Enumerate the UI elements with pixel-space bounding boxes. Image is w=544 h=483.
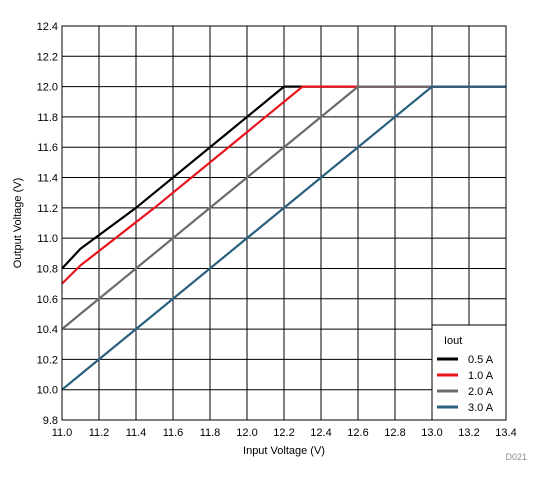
x-tick-label: 12.4	[310, 427, 331, 439]
x-tick-label: 13.0	[421, 427, 442, 439]
y-tick-label: 10.8	[37, 263, 58, 275]
series-line-3	[61, 85, 506, 391]
legend: Iout 0.5 A 1.0 A 2.0 A 3.0 A	[431, 324, 507, 421]
series-lines	[61, 85, 506, 391]
x-axis-title: Input Voltage (V)	[243, 445, 325, 457]
series-line-1	[61, 85, 506, 285]
legend-label-1: 1.0 A	[468, 370, 494, 382]
y-tick-label: 12.2	[37, 51, 58, 63]
figure-id-label: D021	[505, 452, 527, 462]
y-tick-labels: 9.8 10.0 10.2 10.4 10.6 10.8 11.0 11.2 11.4 11.6 1…	[37, 21, 58, 427]
x-tick-label: 12.8	[384, 427, 405, 439]
plot-frame	[61, 25, 507, 421]
legend-box	[431, 324, 507, 421]
legend-label-0: 0.5 A	[468, 354, 494, 366]
legend-label-3: 3.0 A	[468, 402, 494, 414]
y-tick-label: 10.0	[37, 385, 58, 397]
x-tick-label: 11.2	[89, 427, 110, 439]
y-tick-label: 11.0	[37, 233, 58, 245]
y-axis-title: Output Voltage (V)	[12, 178, 24, 269]
x-tick-label: 11.6	[163, 427, 184, 439]
y-tick-label: 11.2	[37, 203, 58, 215]
y-tick-label: 11.6	[37, 142, 58, 154]
x-tick-label: 12.0	[236, 427, 257, 439]
x-tick-labels: 11.0 11.2 11.4 11.6 11.8 12.0 12.2 12.4 12.6 12.8…	[52, 427, 517, 439]
y-tick-label: 12.4	[37, 21, 58, 33]
legend-title: Iout	[444, 335, 462, 347]
x-tick-label: 11.4	[126, 427, 147, 439]
y-tick-label: 9.8	[43, 415, 58, 427]
x-tick-label: 13.2	[458, 427, 479, 439]
y-tick-label: 11.8	[37, 112, 58, 124]
y-tick-label: 10.6	[37, 294, 58, 306]
x-tick-label: 11.8	[200, 427, 221, 439]
y-tick-label: 12.0	[37, 82, 58, 94]
legend-label-2: 2.0 A	[468, 386, 494, 398]
x-tick-label: 13.4	[495, 427, 516, 439]
y-tick-label: 10.4	[37, 324, 58, 336]
y-tick-label: 10.2	[37, 354, 58, 366]
x-tick-label: 12.6	[347, 427, 368, 439]
y-tick-label: 11.4	[37, 173, 58, 185]
x-tick-label: 11.0	[52, 427, 73, 439]
x-tick-label: 12.2	[273, 427, 294, 439]
